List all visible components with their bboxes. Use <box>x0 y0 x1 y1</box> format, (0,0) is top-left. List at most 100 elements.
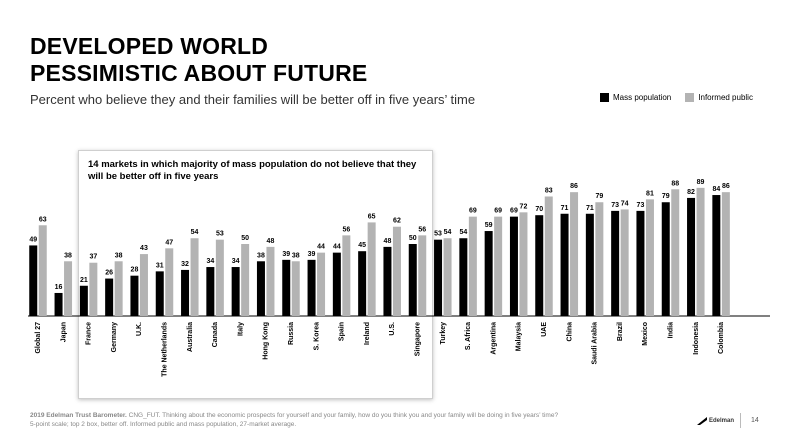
callout-box <box>78 150 433 399</box>
bar-mass-19 <box>509 216 518 316</box>
bar-mass-27 <box>712 195 721 316</box>
bar-mass-2 <box>79 285 88 316</box>
data-label-mass-19: 69 <box>510 208 518 215</box>
chart-legend: Mass population Informed public <box>600 93 767 102</box>
data-label-mass-1: 16 <box>55 284 63 291</box>
bar-mass-24 <box>636 210 645 316</box>
callout-text: 14 markets in which majority of mass pop… <box>88 159 417 182</box>
data-label-informed-11: 44 <box>317 244 325 251</box>
bar-mass-20 <box>535 215 544 316</box>
data-label-informed-21: 86 <box>570 183 578 190</box>
tick-label-11: S. Korea <box>313 322 320 351</box>
bar-mass-10 <box>282 259 291 316</box>
data-label-informed-14: 62 <box>393 218 401 225</box>
bar-mass-26 <box>687 197 696 316</box>
data-label-informed-22: 79 <box>595 193 603 200</box>
bar-mass-7 <box>206 267 215 316</box>
tick-label-5: The Netherlands <box>162 322 169 377</box>
data-label-informed-8: 50 <box>241 235 249 242</box>
bar-informed-2 <box>89 262 98 316</box>
data-label-mass-12: 44 <box>333 244 341 251</box>
bar-informed-8 <box>241 244 250 316</box>
bar-informed-24 <box>645 199 654 316</box>
tick-label-6: Australia <box>187 322 194 352</box>
bar-informed-10 <box>291 261 300 316</box>
tick-label-16: Turkey <box>440 322 447 345</box>
bar-informed-3 <box>114 261 123 316</box>
bar-informed-9 <box>266 246 275 316</box>
bar-mass-16 <box>434 239 443 316</box>
bar-mass-0 <box>29 245 38 316</box>
bar-informed-4 <box>139 254 148 316</box>
legend-item-informed: Informed public <box>685 93 753 102</box>
bar-mass-17 <box>459 238 468 316</box>
tick-label-20: UAE <box>541 322 548 337</box>
tick-label-23: Brazil <box>617 322 624 341</box>
data-label-informed-15: 56 <box>418 226 426 233</box>
data-label-mass-18: 59 <box>485 222 493 229</box>
data-label-informed-20: 83 <box>545 187 553 194</box>
data-label-informed-25: 88 <box>671 180 679 187</box>
bar-informed-25 <box>671 189 680 316</box>
page-number: 14 <box>751 417 759 424</box>
tick-label-8: Italy <box>237 322 244 336</box>
data-label-mass-0: 49 <box>29 236 37 243</box>
data-label-mass-2: 21 <box>80 277 88 284</box>
bar-mass-6 <box>181 269 190 316</box>
bar-mass-15 <box>408 244 417 316</box>
tick-label-12: Spain <box>339 322 346 341</box>
brand-logo: Edelman <box>697 417 734 425</box>
bar-mass-23 <box>611 210 620 316</box>
bar-informed-0 <box>38 225 47 316</box>
bar-informed-6 <box>190 238 199 316</box>
footer-source-bold: 2019 Edelman Trust Barometer. <box>30 412 127 419</box>
tick-label-27: Colombia <box>718 322 725 354</box>
data-label-mass-23: 73 <box>611 202 619 209</box>
data-label-mass-25: 79 <box>662 193 670 200</box>
footer-divider <box>740 413 741 428</box>
data-label-mass-20: 70 <box>535 206 543 213</box>
tick-label-0: Global 27 <box>35 322 42 354</box>
data-label-informed-5: 47 <box>165 239 173 246</box>
tick-label-7: Canada <box>212 322 219 347</box>
tick-label-24: Mexico <box>642 322 649 346</box>
tick-label-10: Russia <box>288 322 295 345</box>
footer-source-text: CNG_FUT. Thinking about the economic pro… <box>126 412 559 419</box>
brand-name: Edelman <box>709 418 735 424</box>
tick-label-13: Ireland <box>364 322 371 345</box>
data-label-mass-11: 39 <box>308 251 316 258</box>
data-label-mass-16: 53 <box>434 231 442 238</box>
data-label-mass-5: 31 <box>156 262 164 269</box>
data-label-mass-7: 34 <box>206 258 214 265</box>
data-label-mass-6: 32 <box>181 261 189 268</box>
legend-label-informed: Informed public <box>698 93 753 102</box>
data-label-informed-2: 37 <box>89 254 97 261</box>
legend-label-mass: Mass population <box>613 93 672 102</box>
data-label-informed-1: 38 <box>64 252 72 259</box>
bar-informed-5 <box>165 248 174 316</box>
data-label-informed-13: 65 <box>368 213 376 220</box>
bar-mass-3 <box>105 278 114 316</box>
bar-informed-13 <box>367 222 376 316</box>
bar-informed-27 <box>721 192 730 316</box>
tick-label-4: U.K. <box>136 322 143 336</box>
bar-mass-14 <box>383 246 392 316</box>
data-label-informed-26: 89 <box>697 179 705 186</box>
bar-informed-21 <box>570 192 579 316</box>
bar-informed-7 <box>215 239 224 316</box>
tick-label-1: Japan <box>60 322 67 342</box>
data-label-mass-10: 39 <box>282 251 290 258</box>
bar-mass-11 <box>307 259 316 316</box>
chart-subtitle: Percent who believe they and their famil… <box>30 92 476 107</box>
bar-mass-22 <box>585 213 594 316</box>
bar-mass-8 <box>231 267 240 316</box>
bar-informed-14 <box>392 226 401 316</box>
data-label-informed-6: 54 <box>191 229 199 236</box>
data-label-mass-3: 26 <box>105 270 113 277</box>
data-label-mass-22: 71 <box>586 205 594 212</box>
tick-label-21: China <box>566 322 573 342</box>
tick-label-26: Indonesia <box>693 322 700 355</box>
data-label-informed-3: 38 <box>115 252 123 259</box>
footer-source: 2019 Edelman Trust Barometer. CNG_FUT. T… <box>30 411 670 429</box>
bar-informed-26 <box>696 187 705 316</box>
